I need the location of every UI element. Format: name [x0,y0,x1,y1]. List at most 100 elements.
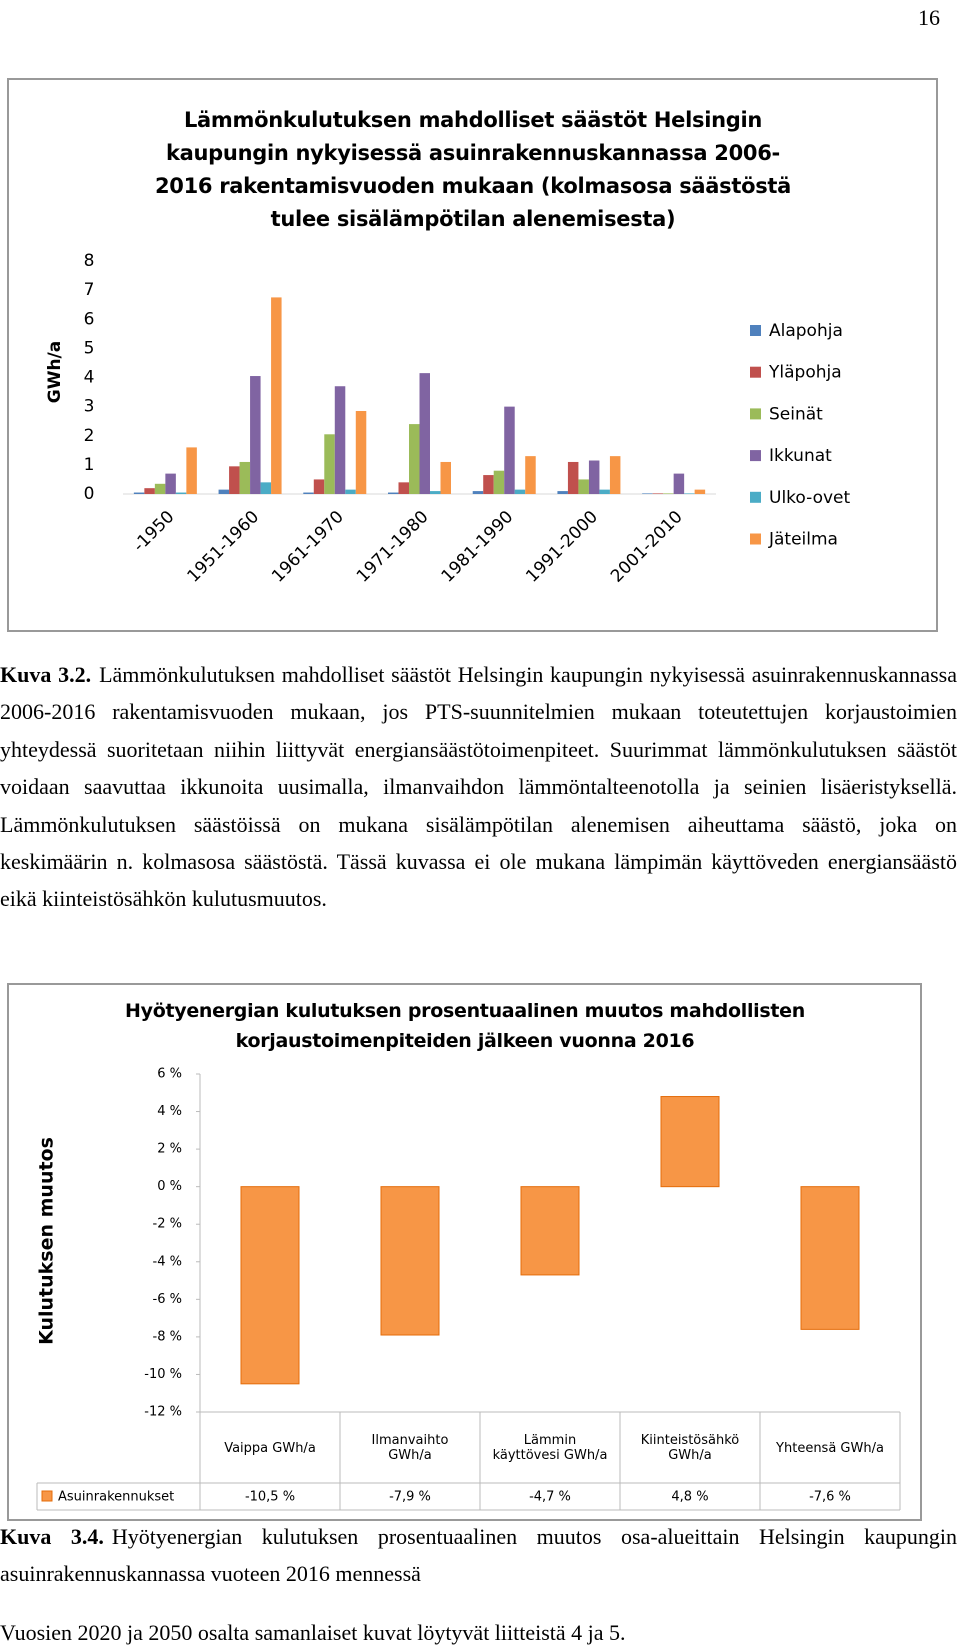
value-label: -7,6 % [809,1490,851,1505]
page-number: 16 [918,5,940,30]
legend-key [750,408,761,420]
bar [520,1186,580,1276]
x-tick-label: Yhteensä GWh/a [776,1440,884,1456]
legend-key [750,491,761,503]
bar [175,492,187,494]
bar [165,473,176,494]
x-tick-label-box: Yhteensä GWh/a [776,1440,884,1456]
bar [660,1096,720,1188]
y-tick-label: 1 [84,455,95,475]
x-tick-label: Vaippa GWh/a [224,1440,316,1456]
caption-text: Lämmönkulutuksen mahdolliset säästöt Hel… [0,662,957,912]
bar [334,386,346,494]
bar [588,460,600,494]
y-tick-label: 3 [84,397,95,417]
legend-key [750,325,761,336]
caption-label: Kuva 3.4. [0,1524,104,1549]
bar [684,493,695,494]
legend-key [41,1490,53,1502]
bar [271,297,282,494]
y-tick-label: -2 % [153,1217,182,1232]
caption-label: Kuva 3.2. [0,662,92,687]
bar [483,475,494,494]
bar [504,406,515,494]
y-tick-label: 6 [84,309,95,329]
bar [250,376,261,494]
legend-label: Alapohja [769,321,843,341]
chart-title-box: Lämmönkulutuksen mahdolliset säästöt Hel… [154,108,792,231]
caption: Kuva 3.4. Hyötyenergian kulutuksen prosen… [0,1518,957,1593]
bar [673,473,685,494]
bar [419,373,430,494]
chart-frame [7,983,922,1521]
caption: Kuva 3.2. Lämmönkulutuksen mahdolliset sä… [0,656,957,918]
bar [380,1186,440,1336]
bar [355,410,367,494]
bar [133,492,145,494]
x-tick-label: Ilmanvaihto GWh/a [371,1433,449,1463]
y-tick-label: -10 % [144,1367,182,1382]
y-tick-label: 0 [84,484,95,504]
bar [800,1186,860,1330]
chart-title: Lämmönkulutuksen mahdolliset säästöt Hel… [154,108,792,231]
bar [345,489,356,494]
bar [472,491,484,494]
bar [398,482,409,494]
bar [313,479,325,494]
bar [525,456,536,494]
value-label: -7,9 % [389,1490,431,1505]
bar [260,482,272,494]
value-label: -10,5 % [245,1490,295,1505]
x-tick-label-box: Ilmanvaihto GWh/a [371,1433,449,1463]
bar [430,491,441,494]
bar [567,461,579,494]
bar [599,489,610,494]
legend-label: Ikkunat [769,446,832,466]
bar [239,461,251,494]
bar [578,479,589,494]
y-tick-label: 2 [84,426,95,446]
bar [324,434,335,494]
y-tick-label: 5 [84,338,95,358]
y-tick-label: -4 % [153,1254,182,1269]
bar [240,1186,300,1385]
bar [440,461,451,494]
y-tick-label: 4 % [157,1104,182,1119]
y-tick-label: -8 % [153,1329,182,1344]
x-tick-label: Kiinteistösähkö GWh/a [640,1433,740,1463]
x-tick-label-box: Kiinteistösähkö GWh/a [640,1433,740,1463]
bar [642,493,653,494]
y-tick-label: 2 % [157,1142,182,1157]
y-tick-label: 8 [84,251,95,271]
caption-text: Hyötyenergian kulutuksen prosentuaalinen… [0,1524,957,1587]
y-tick-label: 6 % [157,1067,182,1082]
bar [303,492,314,494]
chart-frame [7,78,938,632]
value-label: 4,8 % [671,1490,708,1505]
y-tick-label: 7 [84,280,95,300]
bar [493,470,505,494]
bar [409,424,420,494]
x-tick-label: Lämmin käyttövesi GWh/a [492,1433,608,1463]
bar [229,466,240,494]
legend-label: Seinät [769,404,823,424]
x-tick-label-box: Vaippa GWh/a [224,1440,316,1456]
bar [557,491,568,494]
y-tick-label: -6 % [153,1292,182,1307]
legend-key [750,366,761,378]
bar [388,492,399,494]
bar [663,493,674,494]
y-axis-label: GWh/a [45,341,65,404]
y-tick-label: -12 % [144,1405,182,1420]
x-tick-label-box: Lämmin käyttövesi GWh/a [492,1433,608,1463]
value-label: -4,7 % [529,1490,571,1505]
legend-label: Ulko-ovet [769,488,850,508]
legend-label: Yläpohja [768,363,842,383]
y-axis-label: Kulutuksen muutos [36,1137,58,1345]
legend-label: Asuinrakennukset [58,1490,174,1505]
legend-label: Jäteilma [768,530,838,550]
chart-title-box: Hyötyenergian kulutuksen prosentuaalinen… [125,1000,805,1052]
bar [154,483,166,494]
